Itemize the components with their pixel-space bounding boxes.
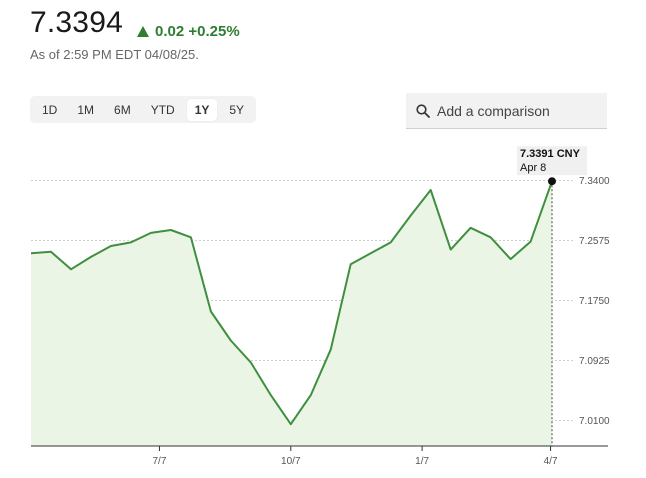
price-change-label: 0.02 +0.25% [155,23,240,40]
x-tick-label: 4/7 [544,456,558,467]
tooltip-box [517,146,587,176]
y-tick-label: 7.0100 [579,416,610,427]
range-6m[interactable]: 6M [114,102,131,117]
price-area-fill [31,181,552,446]
search-icon [416,103,430,118]
tooltip-value: 7.3391 CNY [520,148,581,160]
time-range-selector: 1D 1M 6M YTD 1Y 5Y [30,96,257,123]
last-point-marker [548,177,556,186]
x-tick-label: 10/7 [281,456,301,467]
up-triangle-icon [137,26,149,37]
y-tick-label: 7.1750 [579,296,610,307]
range-1d[interactable]: 1D [42,102,58,117]
add-comparison-field[interactable]: Add a comparison [406,93,607,129]
range-1m[interactable]: 1M [77,102,95,117]
tooltip-date: Apr 8 [520,162,546,174]
add-comparison-placeholder: Add a comparison [437,102,550,119]
current-price: 7.3394 [30,6,123,39]
range-ytd[interactable]: YTD [150,102,175,117]
price-change: 0.02 +0.25% [137,23,240,40]
y-tick-label: 7.3400 [579,176,610,187]
y-tick-label: 7.2575 [579,236,610,247]
as-of-timestamp: As of 2:59 PM EDT 04/08/25. [30,47,199,62]
price-line [30,180,553,426]
x-tick-label: 1/7 [415,456,429,467]
range-1y[interactable]: 1Y [186,98,218,121]
x-tick-label: 7/7 [153,456,167,467]
range-5y[interactable]: 5Y [229,102,245,117]
y-tick-label: 7.0925 [579,356,610,367]
